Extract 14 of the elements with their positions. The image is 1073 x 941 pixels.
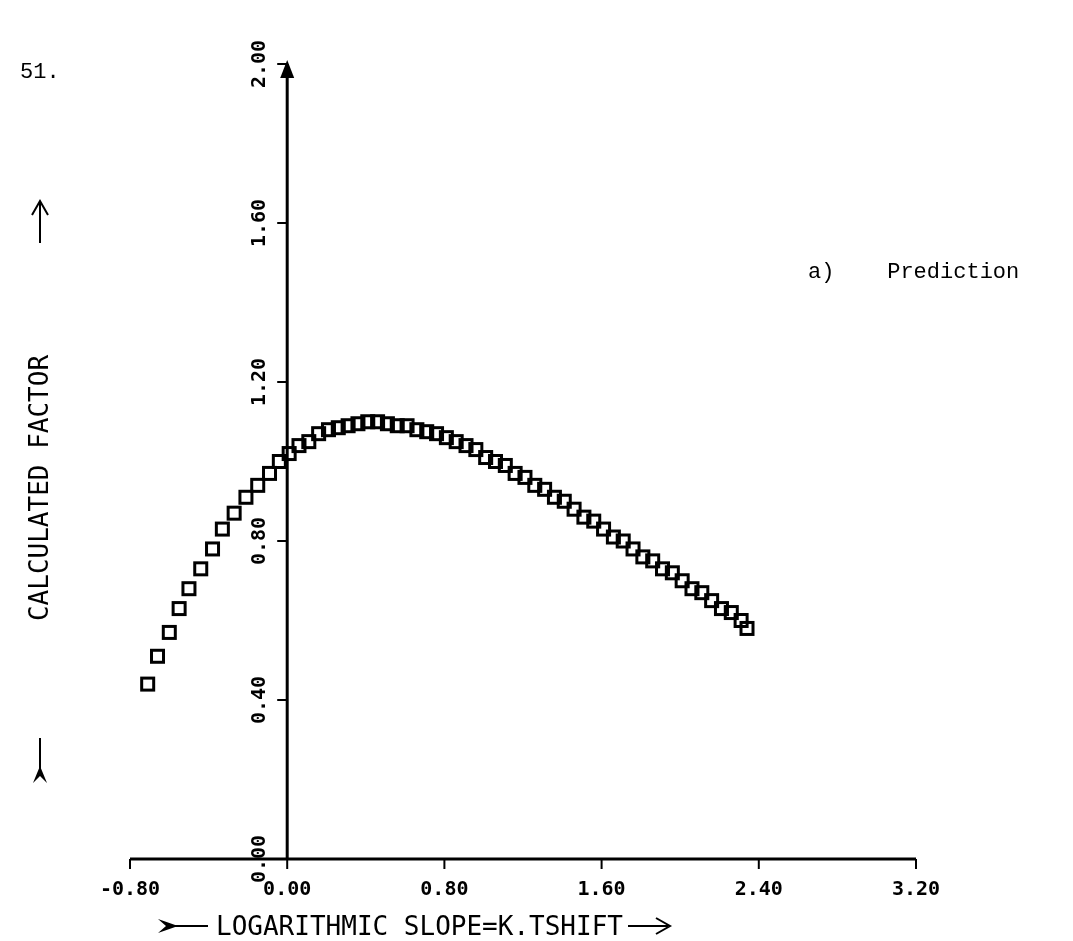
- x-axis-title: LOGARITHMIC SLOPE=K.TSHIFT: [216, 911, 624, 941]
- y-tick-label: 0.80: [246, 516, 271, 566]
- x-tick-label: 0.80: [420, 876, 469, 900]
- x-tick-label: 3.20: [891, 876, 941, 900]
- text: 51.: [20, 60, 60, 85]
- y-axis-title: CALCULATED FACTOR: [24, 354, 54, 622]
- x-tick-label: 1.60: [577, 876, 626, 900]
- x-tick-label: 2.40: [734, 876, 783, 900]
- y-tick-label: 1.60: [246, 198, 271, 248]
- annotation: a) Prediction: [808, 260, 1020, 285]
- y-tick-label: 0.40: [246, 675, 271, 725]
- y-tick-label: 1.20: [246, 357, 271, 407]
- x-tick-label: -0.80: [99, 876, 161, 900]
- y-tick-label: 2.00: [246, 39, 271, 89]
